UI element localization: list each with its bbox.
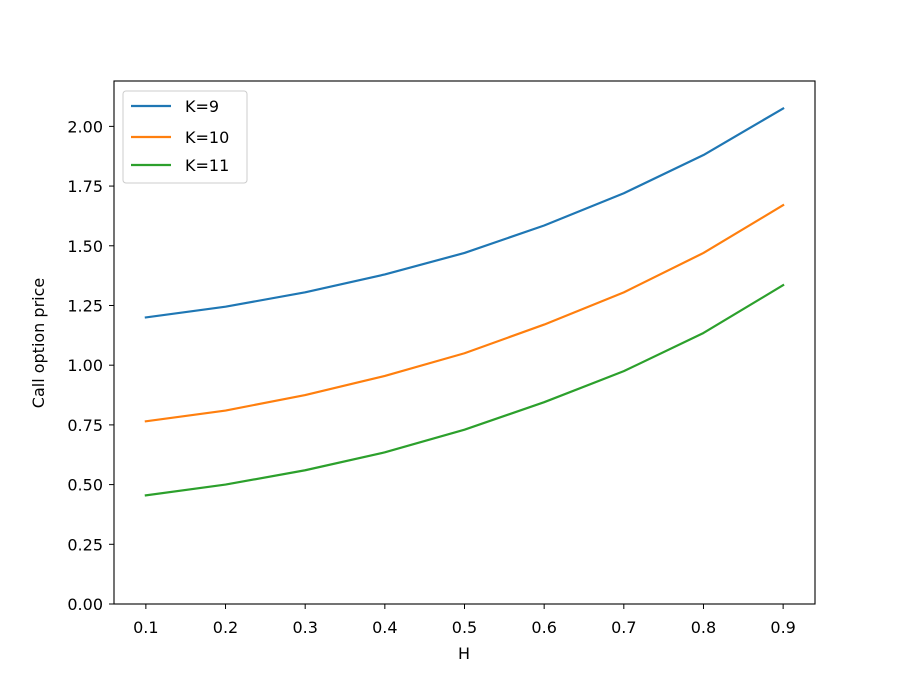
x-tick-label: 0.7 bbox=[611, 618, 636, 637]
x-tick-label: 0.3 bbox=[292, 618, 317, 637]
x-tick-label: 0.2 bbox=[213, 618, 238, 637]
legend-label-k9: K=9 bbox=[185, 97, 219, 116]
series-line-k11 bbox=[144, 283, 785, 497]
tick-layer: 0.1 0.2 0.3 0.4 0.5 0.6 0.7 0.8 0.9 0.00 0.25 0.50 0… bbox=[67, 117, 795, 637]
x-axis-label: H bbox=[458, 644, 470, 663]
y-tick-label: 1.75 bbox=[67, 177, 103, 196]
series-layer bbox=[144, 106, 785, 497]
x-tick-label: 0.8 bbox=[691, 618, 716, 637]
y-tick-label: 0.75 bbox=[67, 416, 103, 435]
y-tick-label: 1.00 bbox=[67, 356, 103, 375]
plot-frame bbox=[113, 80, 816, 605]
x-tick-label: 0.4 bbox=[372, 618, 397, 637]
legend-label-k11: K=11 bbox=[185, 156, 229, 175]
y-tick-label: 1.50 bbox=[67, 237, 103, 256]
y-tick-label: 0.00 bbox=[67, 595, 103, 614]
x-tick-label: 0.6 bbox=[531, 618, 556, 637]
y-tick-label: 0.50 bbox=[67, 476, 103, 495]
x-tick-label: 0.9 bbox=[770, 618, 795, 637]
y-tick-label: 0.25 bbox=[67, 535, 103, 554]
series-line-k10 bbox=[144, 203, 785, 423]
x-tick-label: 0.5 bbox=[452, 618, 477, 637]
legend-box bbox=[122, 90, 248, 184]
y-axis-label: Call option price bbox=[29, 278, 48, 408]
y-tick-label: 2.00 bbox=[67, 117, 103, 136]
legend: K=9 K=10 K=11 bbox=[122, 90, 248, 184]
y-tick-label: 1.25 bbox=[67, 296, 103, 315]
series-line-k9 bbox=[144, 106, 785, 319]
legend-label-k10: K=10 bbox=[185, 128, 229, 147]
x-tick-label: 0.1 bbox=[133, 618, 158, 637]
